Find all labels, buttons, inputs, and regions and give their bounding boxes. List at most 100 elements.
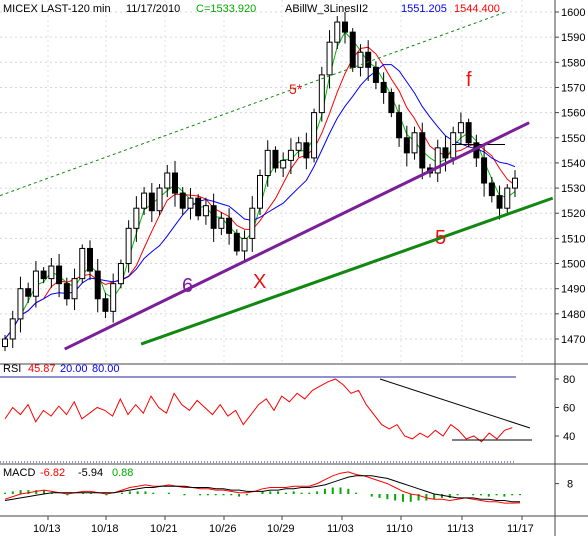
macd-hist-bar bbox=[206, 494, 209, 496]
macd-hist-bar bbox=[386, 494, 389, 500]
macd-panel bbox=[4, 471, 521, 504]
price-tick-label: 1530 bbox=[561, 183, 585, 195]
candle-body bbox=[172, 172, 178, 194]
macd-hist-bar bbox=[433, 494, 436, 500]
macd-hist-bar bbox=[269, 491, 272, 494]
annotation-five: 5 bbox=[435, 227, 446, 249]
price-tick-label: 1520 bbox=[561, 208, 585, 220]
macd-signal: -5.94 bbox=[78, 467, 103, 479]
macd-hist-bar bbox=[230, 494, 233, 496]
annotation-x: X bbox=[253, 271, 266, 293]
candle-body bbox=[403, 137, 410, 154]
candle-body bbox=[187, 197, 194, 209]
candle-body bbox=[326, 41, 333, 76]
rsi-panel bbox=[0, 376, 532, 463]
macd-hist-bar bbox=[409, 494, 412, 502]
candle-body bbox=[156, 187, 163, 212]
rsi-tick-label: 80 bbox=[563, 374, 575, 386]
macd-hist-bar bbox=[347, 488, 350, 494]
annotation-six: 6 bbox=[182, 275, 193, 297]
candle-body bbox=[287, 149, 294, 161]
candle-body bbox=[148, 192, 155, 212]
trendline-6 bbox=[64, 121, 530, 351]
macd-hist-bar bbox=[183, 494, 186, 496]
candle-body bbox=[450, 132, 457, 159]
candle-body bbox=[164, 172, 171, 189]
candle-body bbox=[411, 132, 418, 154]
date-tick-label: 11/17 bbox=[507, 523, 534, 535]
candles bbox=[2, 12, 518, 352]
macd-hist-bar bbox=[261, 491, 264, 494]
macd-hist-bar bbox=[245, 494, 248, 496]
macd-hist-bar bbox=[144, 491, 147, 494]
date-tick-label: 10/21 bbox=[150, 523, 178, 535]
macd-hist-bar bbox=[417, 494, 420, 501]
candle-body bbox=[488, 182, 495, 197]
candle-body bbox=[349, 31, 356, 68]
candle-body bbox=[357, 51, 364, 68]
rsi-upper: 80.00 bbox=[92, 363, 120, 375]
date-tick-label: 11/03 bbox=[327, 523, 354, 535]
candle-body bbox=[303, 142, 310, 159]
candle-body bbox=[272, 149, 279, 169]
candle-body bbox=[396, 112, 403, 139]
candle-body bbox=[202, 205, 209, 217]
rsi-value: 45.87 bbox=[28, 363, 56, 375]
macd-hist-bar bbox=[43, 490, 46, 494]
rsi-line bbox=[4, 378, 513, 443]
indicator-value-2: 1544.400 bbox=[454, 3, 500, 15]
macd-hist-bar bbox=[82, 492, 85, 494]
macd-hist-bar bbox=[339, 487, 342, 494]
macd-hist-bar bbox=[378, 494, 381, 498]
candle-body bbox=[388, 91, 395, 114]
candle-body bbox=[210, 205, 217, 229]
macd-hist-bar bbox=[479, 494, 482, 496]
candle-body bbox=[280, 159, 287, 169]
macd-hist-bar bbox=[440, 494, 443, 498]
macd-hist-bar bbox=[152, 492, 155, 494]
macd-hist-bar bbox=[487, 494, 490, 497]
candle-body bbox=[504, 187, 511, 209]
macd-hist-bar bbox=[370, 494, 373, 497]
candle-body bbox=[496, 195, 503, 209]
candle-body bbox=[94, 270, 101, 300]
candle-body bbox=[318, 74, 325, 114]
macd-hist-bar bbox=[511, 494, 514, 496]
macd-hist: 0.88 bbox=[112, 467, 133, 479]
price-tick-label: 1510 bbox=[561, 233, 585, 245]
trendlines bbox=[0, 11, 554, 351]
macd-hist-bar bbox=[222, 494, 225, 496]
candle-body bbox=[117, 263, 124, 285]
candle-body bbox=[295, 142, 302, 151]
date-tick-label: 10/13 bbox=[33, 523, 61, 535]
close-label: C=1533.920 bbox=[196, 3, 256, 15]
price-tick-label: 1580 bbox=[561, 57, 585, 69]
candle-body bbox=[372, 66, 379, 83]
macd-hist-bar bbox=[167, 492, 170, 494]
candle-body bbox=[195, 197, 202, 217]
macd-hist-bar bbox=[121, 492, 124, 494]
macd-hist-bar bbox=[136, 491, 139, 494]
candle-body bbox=[434, 147, 441, 174]
macd-hist-bar bbox=[519, 494, 521, 496]
macd-hist-bar bbox=[19, 490, 22, 494]
price-tick-label: 1550 bbox=[561, 133, 585, 145]
candle-body bbox=[25, 288, 32, 297]
macd-signal-line bbox=[4, 475, 521, 503]
macd-hist-bar bbox=[355, 492, 358, 494]
candle-body bbox=[9, 318, 16, 340]
rsi-tick-label: 40 bbox=[563, 431, 575, 443]
macd-hist-bar bbox=[425, 494, 428, 501]
candle-body bbox=[465, 122, 472, 144]
candle-body bbox=[218, 217, 225, 229]
date-tick-label: 10/29 bbox=[267, 523, 295, 535]
trendline-5 bbox=[140, 196, 554, 346]
macd-name: MACD bbox=[3, 467, 35, 479]
macd-hist-bar bbox=[401, 494, 404, 502]
axes: 1470 1480 1490 1500 1510 1520 1530 1540 1550 1560… bbox=[33, 7, 585, 535]
macd-hist-bar bbox=[300, 492, 303, 494]
macd-hist-bar bbox=[277, 491, 280, 494]
date-tick-label: 11/10 bbox=[386, 523, 413, 535]
candle-body bbox=[125, 227, 132, 265]
